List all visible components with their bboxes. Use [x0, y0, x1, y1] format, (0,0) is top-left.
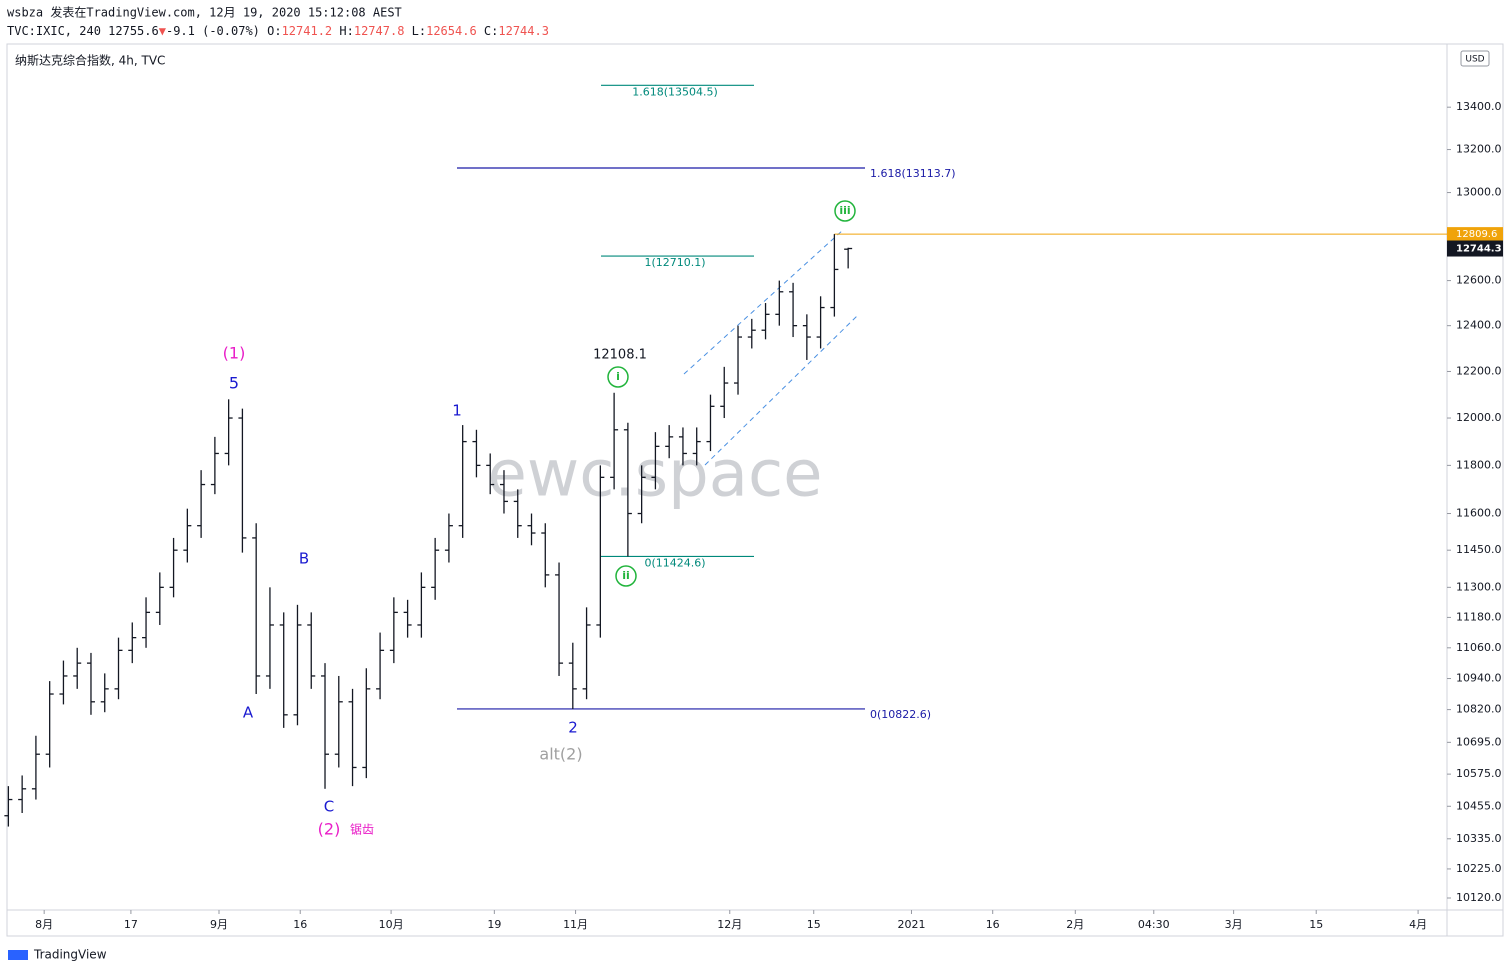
wave-label: A [243, 704, 254, 722]
wave-label: (2) [318, 820, 341, 839]
fib-label: 0(10822.6) [870, 708, 931, 721]
h-value: 12747.8 [354, 24, 405, 38]
wave-label: 2 [568, 719, 578, 737]
wave-label: 锯齿 [350, 822, 374, 837]
x-tick-label: 17 [124, 918, 138, 931]
y-tick-label: 10225.0 [1456, 862, 1502, 875]
x-tick-label: 11月 [563, 918, 588, 931]
hline-price: 12809.6 [1456, 229, 1497, 240]
l-label: L: [412, 24, 426, 38]
x-tick-label: 9月 [210, 918, 228, 931]
x-tick-label: 16 [986, 918, 1000, 931]
wave-label: ii [622, 569, 630, 582]
l-value: 12654.6 [426, 24, 477, 38]
c-value: 12744.3 [498, 24, 549, 38]
y-tick-label: 10335.0 [1456, 832, 1502, 845]
x-tick-label: 2021 [897, 918, 925, 931]
y-tick-label: 12600.0 [1456, 274, 1502, 287]
x-tick-label: 10月 [379, 918, 404, 931]
change: -9.1 (-0.07%) [166, 24, 260, 38]
hline-price-box [1447, 227, 1503, 242]
y-tick-label: 10940.0 [1456, 672, 1502, 685]
x-tick-label: 4月 [1409, 918, 1427, 931]
wave-label: (1) [223, 344, 246, 363]
fib-label: 1.618(13504.5) [632, 85, 718, 98]
chart-title: 纳斯达克综合指数, 4h, TVC [15, 53, 165, 68]
o-value: 12741.2 [282, 24, 333, 38]
footer: TradingView [33, 948, 107, 962]
y-tick-label: 11450.0 [1456, 543, 1502, 556]
x-tick-label: 15 [807, 918, 821, 931]
x-tick-label: 19 [487, 918, 501, 931]
wave-label: C [324, 798, 334, 816]
currency-box [1460, 50, 1490, 67]
y-tick-label: 13200.0 [1456, 143, 1502, 156]
o-label: O: [267, 24, 281, 38]
wave-label: 1 [452, 402, 462, 420]
currency: USD [1465, 55, 1484, 65]
last-price-box [1447, 240, 1503, 257]
wave-label: B [299, 550, 309, 568]
fib-label: 1(12710.1) [644, 256, 705, 269]
x-tick-label: 3月 [1225, 918, 1243, 931]
y-tick-label: 11300.0 [1456, 580, 1502, 593]
wave-label: 5 [229, 374, 239, 393]
y-tick-label: 11060.0 [1456, 641, 1502, 654]
y-tick-label: 13000.0 [1456, 186, 1502, 199]
symbol-line: TVC:IXIC, 240 12755.6▼-9.1 (-0.07%) O:12… [7, 24, 549, 38]
x-tick-label: 2月 [1066, 918, 1084, 931]
y-tick-label: 11180.0 [1456, 610, 1502, 623]
wave-label: alt(2) [539, 745, 582, 764]
author-line: wsbza 发表在TradingView.com, 12月 19, 2020 1… [7, 5, 402, 20]
logo [8, 950, 28, 960]
y-tick-label: 12400.0 [1456, 319, 1502, 332]
last-price-label: 12744.3 [1456, 244, 1502, 255]
frame [6, 43, 1504, 937]
y-tick-label: 12200.0 [1456, 364, 1502, 377]
wave-label: i [616, 370, 620, 383]
last-price: 12755.6 [108, 24, 159, 38]
c-label: C: [484, 24, 498, 38]
fib-label: 1.618(13113.7) [870, 167, 956, 180]
h-label: H: [339, 24, 353, 38]
y-tick-label: 11800.0 [1456, 458, 1502, 471]
down-arrow: ▼ [159, 24, 167, 38]
wave-circle [607, 366, 629, 388]
x-tick-label: 16 [293, 918, 307, 931]
wave-circle [615, 565, 637, 587]
y-tick-label: 10820.0 [1456, 703, 1502, 716]
y-tick-label: 10695.0 [1456, 735, 1502, 748]
y-tick-label: 11600.0 [1456, 507, 1502, 520]
y-tick-label: 12000.0 [1456, 411, 1502, 424]
y-tick-label: 10575.0 [1456, 767, 1502, 780]
x-tick-label: 8月 [35, 918, 53, 931]
wave-circle [834, 200, 856, 222]
x-tick-label: 12月 [717, 918, 742, 931]
peak-label: 12108.1 [593, 348, 647, 363]
fib-label: 0(11424.6) [644, 556, 705, 569]
y-tick-label: 10455.0 [1456, 799, 1502, 812]
wave-label: iii [839, 204, 850, 217]
y-tick-label: 10120.0 [1456, 891, 1502, 904]
symbol: TVC:IXIC, 240 [7, 24, 101, 38]
x-tick-label: 04:30 [1138, 918, 1170, 931]
y-tick-label: 13400.0 [1456, 100, 1502, 113]
x-tick-label: 15 [1309, 918, 1323, 931]
